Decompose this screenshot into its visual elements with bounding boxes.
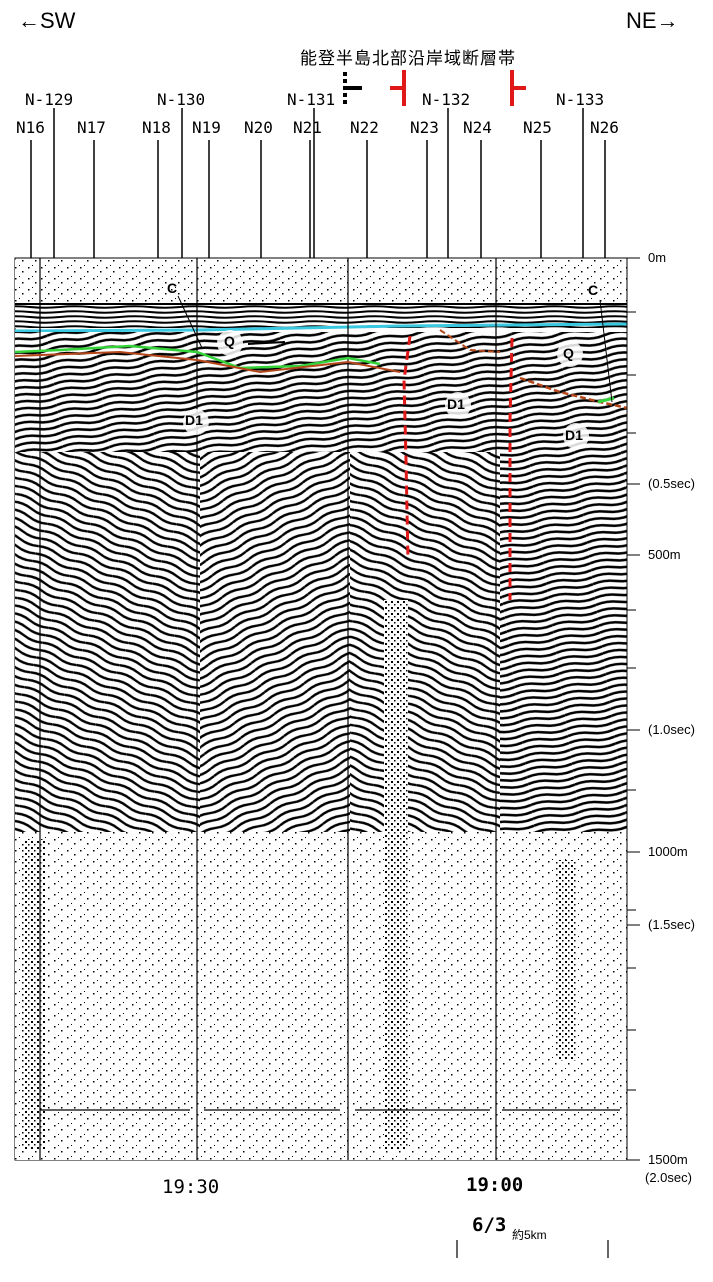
scale-bar — [456, 1240, 609, 1258]
deep-reflectors-mid — [200, 452, 350, 832]
noise-column-2 — [384, 600, 408, 1150]
fault-marker-red-1 — [390, 70, 406, 106]
fault-trace-1 — [402, 335, 412, 561]
pointer-c-right — [599, 299, 613, 403]
depth-label: 0m — [648, 250, 667, 265]
shot-point-label: N23 — [410, 118, 439, 137]
seafloor-line — [14, 322, 628, 333]
shot-point-label: N25 — [523, 118, 552, 137]
unit-label-c: C — [588, 282, 599, 298]
noise-column-3 — [555, 860, 577, 1060]
survey-line-label: N-133 — [556, 90, 605, 109]
noise-zone — [15, 832, 627, 1160]
depth-axis — [626, 257, 640, 1161]
unit-label-d1: D1 — [447, 396, 465, 412]
water-column — [15, 260, 627, 304]
shot-point-label: N19 — [192, 118, 221, 137]
reflector-brown-left — [14, 350, 401, 374]
depth-label: (1.5sec) — [648, 917, 695, 932]
survey-line-label: N-130 — [157, 90, 206, 109]
line-separators — [39, 258, 497, 1160]
fault-zone-title: 能登半島北部沿岸域断層帯 — [300, 49, 516, 68]
shot-point-label: N24 — [463, 118, 492, 137]
shot-point-label: N26 — [590, 118, 619, 137]
shot-point-label: N22 — [350, 118, 379, 137]
unit-label-c: C — [167, 280, 178, 296]
unconformity-green — [14, 344, 381, 370]
noise-column-1 — [22, 840, 46, 1150]
ne-direction-label: NE→ — [626, 8, 679, 33]
deep-reflectors-left — [15, 452, 200, 832]
shot-point-label: N16 — [16, 118, 45, 137]
depth-label: (0.5sec) — [648, 476, 695, 491]
shallow-reflectors — [15, 332, 627, 452]
pointer-c-left — [177, 295, 203, 349]
unit-label-q: Q — [224, 333, 235, 349]
depth-label: 1500m — [648, 1152, 688, 1167]
survey-line-label: N-131 — [287, 90, 336, 109]
unit-label-q: Q — [563, 345, 574, 361]
unit-label-d1: D1 — [565, 427, 583, 443]
reflector-brown-right — [519, 376, 628, 410]
sw-direction-label: ←SW — [18, 8, 76, 33]
unit-label-d1: D1 — [185, 412, 203, 428]
pointer-q-left — [247, 341, 286, 345]
shot-point-label: N17 — [77, 118, 106, 137]
shot-point-label: N20 — [244, 118, 273, 137]
date-label: 6/3 — [472, 1214, 507, 1236]
time-label: 19:30 — [162, 1176, 220, 1198]
depth-label: (1.0sec) — [648, 722, 695, 737]
shot-point-label: N18 — [142, 118, 171, 137]
shot-point-ticks — [30, 108, 606, 258]
deep-reflectors-right — [500, 452, 627, 832]
depth-label: (2.0sec) — [645, 1170, 692, 1185]
survey-line-label: N-132 — [422, 90, 471, 109]
survey-line-label: N-129 — [25, 90, 74, 109]
time-label: 19:00 — [466, 1174, 524, 1196]
fault-marker-red-2 — [510, 70, 526, 106]
depth-label: 500m — [648, 547, 681, 562]
deep-reflectors-center — [350, 452, 500, 832]
fault-trace-2 — [508, 337, 514, 600]
fault-marker-black — [343, 72, 362, 104]
reflector-brown-center — [439, 329, 501, 353]
depth-label: 1000m — [648, 844, 688, 859]
scale-bar-label: 約5km — [512, 1228, 547, 1242]
